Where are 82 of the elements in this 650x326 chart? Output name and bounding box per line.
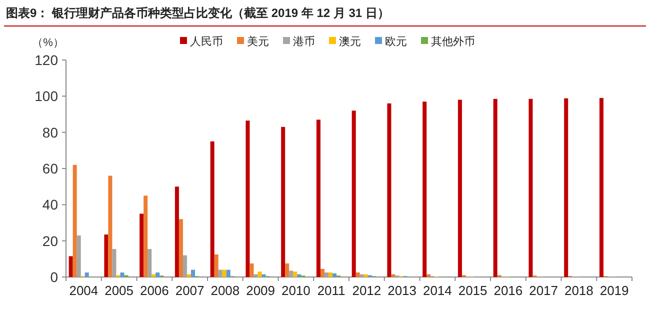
x-tick-label: 2018 <box>564 283 594 298</box>
x-tick-label: 2017 <box>529 283 558 298</box>
x-tick-label: 2014 <box>422 283 452 298</box>
legend-label: 其他外币 <box>431 35 475 48</box>
x-tick-label: 2010 <box>281 283 310 298</box>
x-tick-label: 2012 <box>352 283 382 298</box>
bar <box>316 120 320 277</box>
bar <box>391 274 396 277</box>
bar <box>120 272 124 277</box>
bar <box>250 263 254 277</box>
x-tick-label: 2009 <box>246 283 276 298</box>
bar <box>599 98 604 277</box>
bar <box>352 110 356 277</box>
bar <box>328 272 332 277</box>
bar <box>422 102 427 277</box>
bar <box>293 272 298 277</box>
bar <box>182 255 187 277</box>
bar <box>210 141 214 277</box>
bar <box>68 256 73 277</box>
bar <box>493 98 498 277</box>
bar <box>387 103 392 277</box>
bar <box>72 164 77 277</box>
legend-label: 澳元 <box>339 36 361 48</box>
bar <box>246 120 250 277</box>
legend-label: 美元 <box>247 35 269 48</box>
legend-label: 人民币 <box>190 35 223 48</box>
x-tick-label: 2008 <box>210 283 240 298</box>
bar <box>360 274 364 277</box>
bar <box>297 274 302 277</box>
bar <box>226 270 230 277</box>
bar <box>258 272 262 277</box>
x-tick-label: 2016 <box>494 283 523 298</box>
bar <box>320 268 324 277</box>
x-tick-label: 2004 <box>69 283 98 298</box>
bar <box>144 196 148 277</box>
bar <box>104 234 108 277</box>
x-tick-label: 2015 <box>458 283 488 298</box>
y-tick-label: 120 <box>34 52 58 68</box>
bar <box>324 272 328 277</box>
y-tick-label: 20 <box>42 232 58 249</box>
x-tick-label: 2019 <box>600 283 629 298</box>
bar <box>289 270 294 277</box>
bar <box>214 254 218 277</box>
bar <box>156 272 160 277</box>
bar <box>76 235 81 277</box>
chart-title: 图表9： 银行理财产品各币种类型占比变化（截至 2019 年 12 月 31 日） <box>6 6 390 20</box>
bar <box>190 270 195 277</box>
y-tick-label: 60 <box>42 160 58 176</box>
bar <box>364 274 368 277</box>
bar <box>262 274 266 277</box>
x-tick-label: 2006 <box>140 283 169 298</box>
y-tick-label: 0 <box>50 269 58 285</box>
bar <box>426 274 431 277</box>
legend-label: 欧元 <box>385 36 407 48</box>
bar <box>356 272 360 277</box>
x-tick-label: 2011 <box>317 283 346 298</box>
bar <box>148 248 152 277</box>
bar <box>458 100 462 277</box>
bar <box>222 270 226 277</box>
bar <box>254 274 258 277</box>
y-tick-label: 80 <box>42 124 58 140</box>
bar <box>108 176 112 277</box>
x-tick-label: 2005 <box>104 283 134 298</box>
y-axis-title: （%） <box>32 37 64 49</box>
bar <box>152 274 156 277</box>
bar <box>528 98 533 277</box>
x-tick-label: 2007 <box>175 283 204 298</box>
bar <box>218 270 222 277</box>
legend-label: 港币 <box>293 35 315 48</box>
bar <box>186 274 191 277</box>
bar <box>281 126 286 277</box>
y-tick-label: 100 <box>34 88 58 104</box>
y-tick-label: 40 <box>42 196 58 213</box>
bar <box>112 248 116 277</box>
bar <box>140 214 144 277</box>
x-tick-label: 2013 <box>388 283 417 298</box>
bar <box>564 98 568 277</box>
bar <box>332 273 336 277</box>
bar <box>84 272 89 277</box>
bar <box>178 219 183 277</box>
bar <box>174 186 179 277</box>
bar <box>285 263 290 277</box>
